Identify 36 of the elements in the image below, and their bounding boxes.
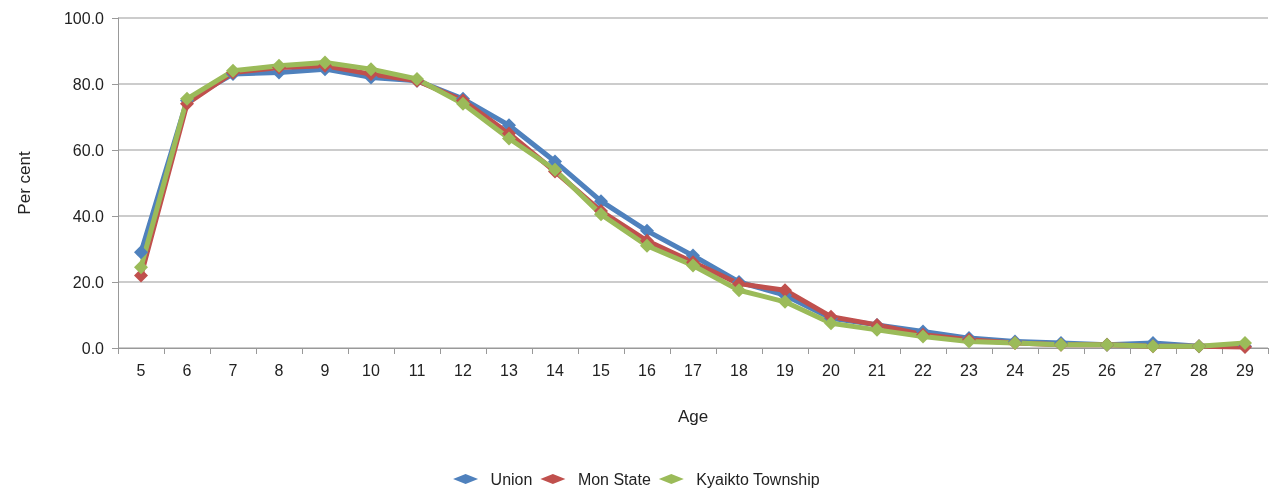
y-tick-label: 0.0 [81, 339, 105, 357]
y-tick-label: 80.0 [72, 75, 105, 93]
x-tick-label: 29 [1236, 361, 1254, 379]
legend-label: Kyaikto Township [696, 470, 820, 488]
x-tick-label: 21 [868, 361, 886, 379]
legend-label: Mon State [577, 470, 651, 488]
legend-label: Union [490, 470, 533, 488]
x-tick-label: 19 [776, 361, 794, 379]
y-tick-label: 20.0 [72, 273, 105, 291]
x-tick-label: 18 [730, 361, 748, 379]
x-tick-label: 26 [1098, 361, 1116, 379]
x-tick-label: 13 [500, 361, 518, 379]
x-tick-label: 24 [1006, 361, 1024, 379]
x-tick-label: 20 [822, 361, 840, 379]
x-tick-label: 27 [1144, 361, 1162, 379]
x-tick-label: 9 [320, 361, 330, 379]
y-tick-label: 60.0 [72, 141, 105, 159]
x-tick-label: 7 [228, 361, 238, 379]
x-tick-label: 5 [136, 361, 146, 379]
x-tick-label: 10 [362, 361, 380, 379]
y-tick-label: 40.0 [72, 207, 105, 225]
x-tick-label: 8 [274, 361, 284, 379]
x-tick-label: 17 [684, 361, 702, 379]
x-tick-label: 14 [546, 361, 564, 379]
x-tick-label: 22 [914, 361, 932, 379]
x-tick-label: 25 [1052, 361, 1070, 379]
y-axis-title: Per cent [15, 151, 34, 215]
y-tick-label: 100.0 [63, 9, 105, 27]
x-tick-label: 28 [1190, 361, 1208, 379]
x-tick-label: 16 [638, 361, 656, 379]
x-tick-label: 12 [454, 361, 472, 379]
x-tick-label: 15 [592, 361, 610, 379]
x-tick-label: 11 [408, 361, 426, 379]
x-tick-label: 6 [182, 361, 192, 379]
x-axis-title: Age [677, 407, 709, 426]
x-tick-label: 23 [960, 361, 978, 379]
